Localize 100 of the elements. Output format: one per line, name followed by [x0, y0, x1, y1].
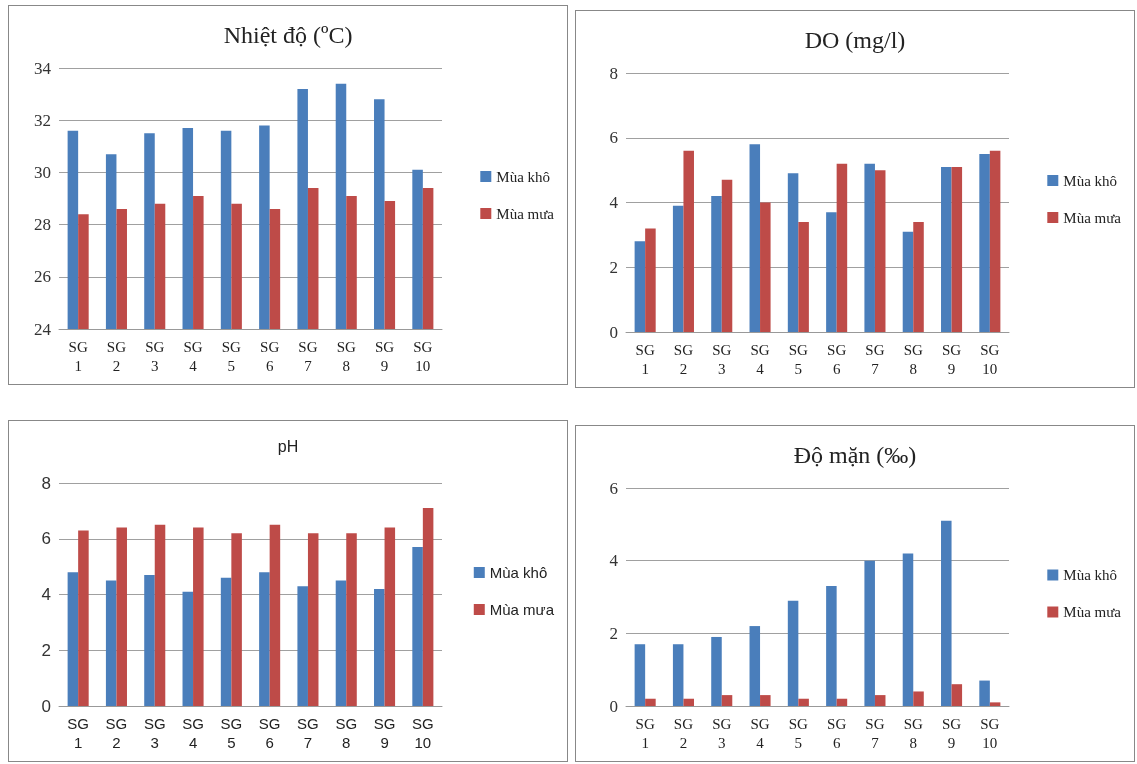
x-tick-label: SG 1 [635, 715, 655, 751]
x-tick-label: SG 4 [750, 341, 770, 377]
x-tick-label: SG 9 [373, 715, 396, 751]
x-tick-label: SG 7 [298, 338, 318, 374]
bar [297, 586, 308, 706]
bar [374, 588, 385, 706]
x-tick-label: SG 2 [105, 715, 128, 751]
x-tick-label: SG 10 [980, 341, 1000, 377]
bar [798, 698, 809, 706]
bar [979, 680, 990, 706]
x-tick-label: SG 10 [412, 715, 434, 751]
bar [902, 231, 914, 332]
bar [874, 695, 886, 706]
bar [836, 698, 848, 706]
legend-label: Mùa khô [496, 168, 551, 185]
bar [307, 533, 319, 706]
x-tick-label: SG 8 [903, 341, 923, 377]
legend-label: Mùa khô [1063, 172, 1118, 189]
x-tick-label: SG 1 [68, 338, 88, 374]
bar [645, 228, 656, 332]
bar [67, 572, 79, 706]
bar [902, 553, 914, 706]
y-tick-label: 24 [34, 319, 52, 339]
legend-label: Mùa mưa [489, 601, 555, 618]
x-tick-label: SG 8 [336, 338, 356, 374]
x-tick-label: SG 6 [827, 715, 847, 751]
x-tick-label: SG 6 [827, 341, 847, 377]
legend-label: Mùa mưa [1063, 604, 1122, 620]
bar [826, 586, 837, 706]
x-tick-label: SG 4 [750, 715, 770, 751]
bar [836, 163, 848, 332]
x-tick-label: SG 4 [183, 338, 203, 374]
bar [874, 170, 886, 332]
x-tick-label: SG 8 [335, 715, 358, 751]
bar [182, 591, 194, 706]
x-tick-label: SG 3 [145, 338, 165, 374]
bar [193, 527, 204, 706]
y-tick-label: 8 [609, 63, 618, 83]
y-tick-label: 28 [34, 215, 51, 235]
bar [259, 572, 270, 706]
bar [335, 580, 347, 706]
bar [220, 577, 232, 706]
x-tick-label: SG 2 [106, 338, 127, 374]
x-tick-label: SG 6 [260, 338, 280, 374]
legend-label: Mùa khô [489, 564, 548, 581]
bar [78, 530, 89, 706]
x-tick-label: SG 5 [220, 715, 243, 751]
x-tick-label: SG 6 [258, 715, 281, 751]
y-tick-label: 34 [34, 58, 52, 78]
y-tick-label: 0 [609, 696, 618, 716]
x-tick-label: SG 9 [374, 338, 395, 374]
x-tick-label: SG 7 [297, 715, 319, 751]
y-tick-label: 2 [41, 640, 51, 660]
bar [144, 574, 155, 706]
bar [634, 241, 646, 332]
y-tick-label: 26 [34, 267, 51, 287]
bar [683, 698, 694, 706]
bar [760, 695, 771, 706]
bar [941, 166, 952, 332]
x-tick-label: SG 7 [865, 341, 885, 377]
bar [683, 150, 694, 332]
bar [672, 644, 684, 706]
bar [749, 144, 761, 332]
bar [711, 636, 722, 706]
bar [826, 212, 837, 332]
legend-label: Mùa khô [1063, 567, 1118, 583]
x-tick-label: SG 9 [941, 341, 962, 377]
bar [422, 508, 434, 706]
bar [384, 527, 396, 706]
y-tick-label: 0 [609, 322, 618, 342]
bar [154, 524, 166, 706]
chart-title: DO (mg/l) [804, 27, 906, 53]
x-tick-label: SG 5 [788, 341, 809, 377]
bar [864, 163, 875, 332]
y-tick-label: 6 [41, 529, 51, 549]
bar [951, 166, 963, 332]
x-tick-label: SG 5 [788, 715, 809, 751]
legend-label: Mùa mưa [1063, 209, 1122, 226]
y-tick-label: 6 [609, 478, 618, 498]
bar [721, 695, 733, 706]
x-tick-label: SG 9 [941, 715, 962, 751]
y-tick-label: 8 [41, 473, 51, 493]
bar [721, 179, 733, 332]
bar [864, 560, 875, 706]
x-tick-label: SG 3 [712, 715, 732, 751]
y-tick-label: 2 [609, 623, 618, 643]
bar [231, 533, 242, 706]
bar [913, 221, 924, 332]
bar [941, 520, 952, 706]
bar [798, 221, 809, 332]
x-tick-label: SG 7 [865, 715, 885, 751]
x-tick-label: SG 3 [143, 715, 166, 751]
y-tick-label: 32 [34, 110, 51, 130]
bar [634, 644, 646, 706]
y-tick-label: 0 [41, 696, 51, 716]
y-tick-label: 4 [41, 585, 51, 604]
bar [913, 691, 924, 706]
y-tick-label: 2 [609, 257, 618, 277]
bar [951, 684, 963, 706]
bar [787, 173, 799, 332]
